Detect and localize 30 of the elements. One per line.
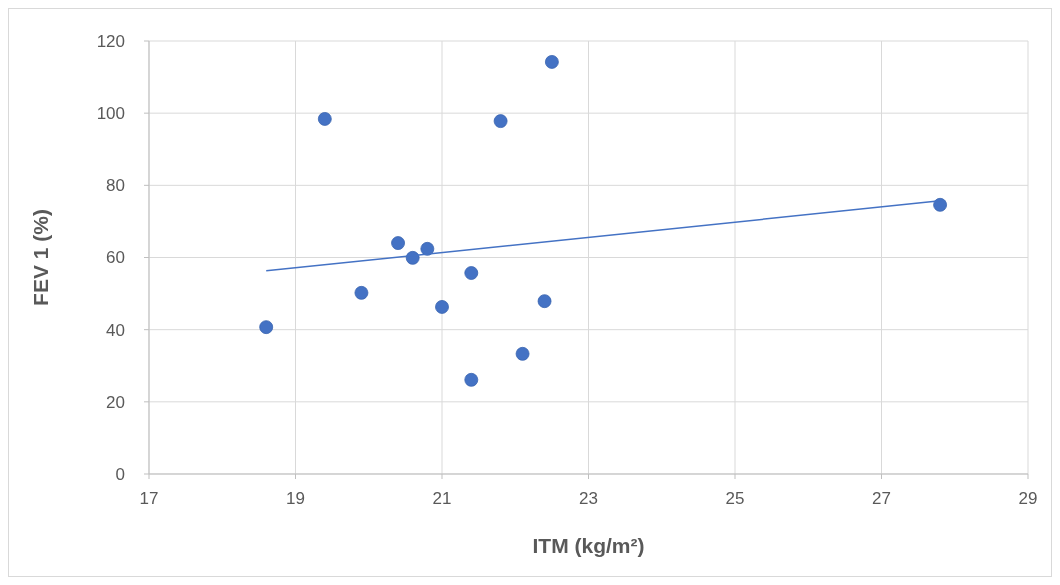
point bbox=[464, 372, 479, 387]
x-tick-label: 19 bbox=[286, 489, 305, 508]
y-tick-label: 120 bbox=[96, 31, 125, 51]
point bbox=[259, 320, 274, 335]
y-tick-label: 40 bbox=[106, 320, 125, 340]
x-tick-label: 25 bbox=[725, 489, 745, 508]
point bbox=[435, 300, 449, 314]
x-axis-title: ITM (kg/m²) bbox=[532, 534, 645, 557]
y-axis-title: FEV 1 (%) bbox=[29, 209, 52, 306]
point bbox=[317, 112, 332, 126]
x-tick-label: 27 bbox=[872, 489, 891, 508]
point bbox=[493, 114, 508, 129]
point bbox=[464, 266, 479, 280]
point bbox=[515, 346, 530, 361]
x-tick-label: 17 bbox=[139, 489, 159, 508]
point bbox=[537, 294, 552, 309]
y-tick-label: 20 bbox=[106, 392, 125, 412]
x-tick-label: 29 bbox=[1018, 489, 1038, 508]
point bbox=[391, 236, 405, 250]
point bbox=[544, 55, 559, 69]
y-tick-label: 100 bbox=[96, 104, 125, 124]
y-tick-label: 80 bbox=[106, 176, 125, 196]
x-tick-label: 23 bbox=[579, 489, 598, 508]
x-tick-label: 21 bbox=[432, 489, 452, 508]
point bbox=[420, 241, 435, 256]
y-tick-label: 0 bbox=[115, 464, 125, 484]
point bbox=[354, 285, 369, 300]
y-tick-label: 60 bbox=[106, 248, 125, 268]
point bbox=[933, 197, 947, 212]
point bbox=[405, 250, 420, 265]
